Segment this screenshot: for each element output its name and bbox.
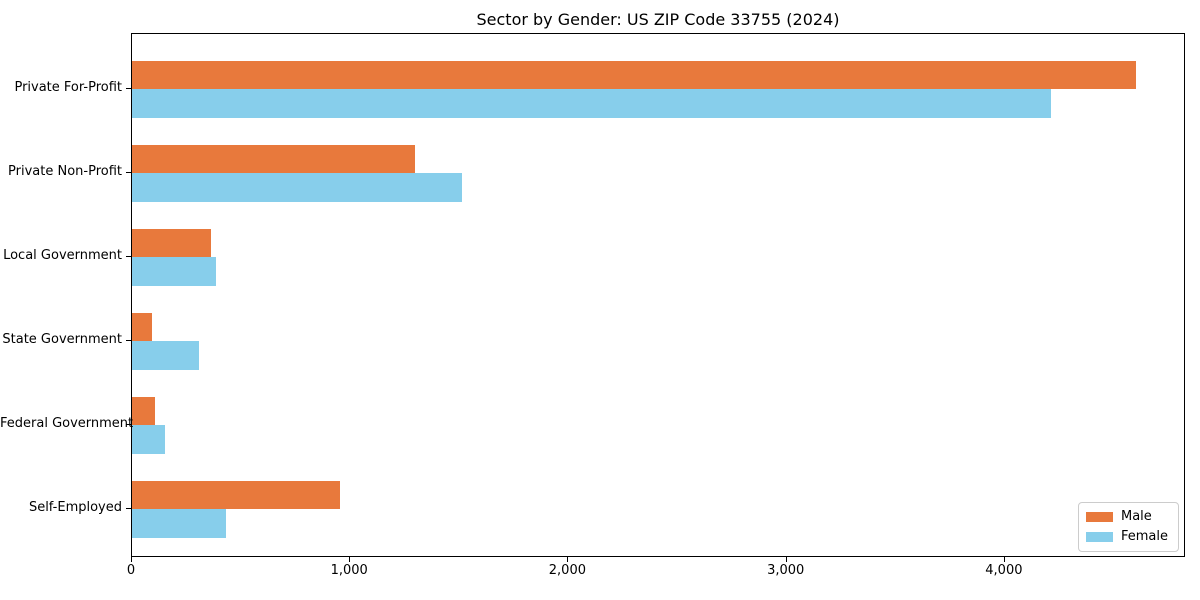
- x-axis-tick-mark: [349, 557, 351, 562]
- y-axis-tick-label: Self-Employed: [28, 500, 122, 515]
- x-axis-tick-label: 3,000: [767, 563, 805, 578]
- y-axis-tick-label: Private For-Profit: [14, 80, 122, 95]
- x-axis-tick-label: 0: [126, 563, 136, 578]
- legend: Male Female: [1077, 502, 1179, 552]
- x-axis-tick-label: 4,000: [985, 563, 1023, 578]
- legend-swatch-male: [1085, 512, 1113, 522]
- y-axis-tick-mark: [126, 172, 131, 173]
- y-axis-tick-mark: [126, 88, 131, 89]
- bar-female-2: [132, 257, 216, 286]
- bar-female-3: [132, 341, 199, 370]
- y-axis-tick-label: State Government: [2, 332, 122, 347]
- bar-male-4: [132, 396, 155, 425]
- bar-female-1: [132, 173, 462, 202]
- y-axis-tick-mark: [126, 424, 131, 425]
- y-axis-tick-label: Private Non-Profit: [8, 164, 122, 179]
- legend-label: Male: [1120, 509, 1152, 524]
- x-axis-tick-mark: [785, 557, 787, 562]
- bar-male-5: [132, 480, 341, 509]
- chart-title: Sector by Gender: US ZIP Code 33755 (202…: [476, 10, 840, 29]
- x-axis-tick-mark: [131, 557, 132, 562]
- bar-male-1: [132, 144, 415, 173]
- x-axis-tick-mark: [1003, 557, 1005, 562]
- legend-swatch-female: [1085, 532, 1113, 542]
- bar-male-0: [132, 60, 1136, 89]
- y-axis-tick-label: Federal Government: [0, 416, 134, 431]
- bar-male-2: [132, 228, 211, 257]
- y-axis-tick-mark: [126, 508, 131, 509]
- x-axis-tick-mark: [567, 557, 569, 562]
- bar-female-4: [132, 425, 165, 454]
- bar-male-3: [132, 312, 152, 341]
- x-axis-tick-label: 1,000: [330, 563, 368, 578]
- y-axis-tick-label: Local Government: [3, 248, 122, 263]
- legend-item-male: Male: [1085, 509, 1168, 525]
- plot-area: Male Female: [131, 33, 1185, 557]
- legend-item-female: Female: [1085, 529, 1168, 545]
- x-axis-tick-label: 2,000: [548, 563, 586, 578]
- legend-label: Female: [1120, 529, 1168, 544]
- y-axis-tick-mark: [126, 256, 131, 257]
- bar-female-0: [132, 89, 1051, 118]
- bar-female-5: [132, 509, 226, 538]
- y-axis-tick-mark: [126, 340, 131, 341]
